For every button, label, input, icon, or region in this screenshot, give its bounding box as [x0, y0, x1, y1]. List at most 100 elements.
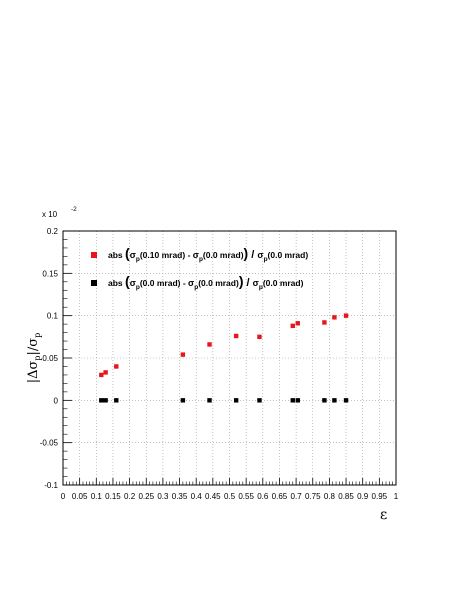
data-point-black [99, 398, 104, 403]
data-point-red [233, 333, 239, 339]
legend-text-part: (0.0 mrad) [203, 250, 244, 260]
y-tick-label: -0.1 [44, 481, 58, 490]
data-point-red [103, 370, 108, 375]
x-tick-label: 0.75 [305, 492, 321, 501]
legend-text-part: σ [130, 250, 136, 260]
x-tick-label: 0.45 [205, 492, 221, 501]
legend-text-part: abs [108, 278, 125, 288]
data-point-red [114, 364, 119, 369]
legend-text-part: (0.0 mrad) [263, 278, 304, 288]
x-tick-label: 0.2 [124, 492, 136, 501]
x-tick-label: 0.3 [157, 492, 169, 501]
legend-text-part: (0.0 mrad) [198, 278, 239, 288]
y-tick-label: 0.1 [47, 312, 59, 321]
grid-layer [63, 231, 396, 485]
x-tick-label: 0 [61, 492, 66, 501]
y-axis-title-sub: p [33, 355, 42, 360]
legend-entry: abs (σp(0.10 mrad) - σp(0.0 mrad)) / σp(… [91, 245, 308, 263]
data-point-black [290, 398, 295, 403]
data-point-black [103, 398, 108, 403]
data-point-red [332, 315, 337, 320]
legend-text-part: ) [239, 273, 244, 289]
legend-text-part: σ [193, 250, 199, 260]
y-multiplier: x 10 [42, 210, 58, 219]
x-tick-label: 0.7 [291, 492, 303, 501]
x-tick-label: 0.85 [338, 492, 354, 501]
y-axis-title-bar-left: |Δσ [26, 361, 41, 384]
legend-text-part: abs [108, 250, 125, 260]
x-tick-label: 0.4 [191, 492, 203, 501]
legend-text-part: / [248, 249, 257, 261]
legend-marker [91, 280, 97, 286]
data-point-black [233, 398, 239, 403]
legend-text-part: (0.10 mrad) [140, 250, 186, 260]
legend-label: abs (σp(0.0 mrad) - σp(0.0 mrad)) / σp(0… [108, 273, 304, 291]
legend-text-part: p [264, 256, 268, 263]
x-tick-label: 0.9 [357, 492, 369, 501]
y-tick-labels: -0.1 -0.05 0 0.05 0.1 0.15 0.2 [40, 227, 59, 490]
y-multiplier-exponent: -2 [71, 206, 77, 213]
x-axis-title: ε [380, 507, 387, 523]
y-axis-title-sub2: p [33, 333, 42, 338]
y-axis-title: |Δσp|/σp [26, 333, 42, 384]
data-point-black [322, 398, 327, 403]
legend-text-part: σ [188, 278, 194, 288]
data-point-black [207, 398, 212, 403]
x-tick-label: 0.1 [91, 492, 103, 501]
ticks-layer [62, 230, 397, 486]
data-point-black [257, 398, 262, 403]
x-tick-label: 0.6 [257, 492, 269, 501]
legend-text-part: p [259, 284, 263, 291]
x-tick-label: 0.5 [224, 492, 236, 501]
y-tick-label: -0.05 [40, 439, 59, 448]
legend-text-part: ( [125, 245, 130, 261]
x-tick-label: 0.95 [372, 492, 388, 501]
data-point-black [332, 398, 337, 403]
x-tick-label: 1 [394, 492, 399, 501]
data-point-black [114, 398, 119, 403]
data-point-red [295, 321, 300, 326]
y-tick-label: 0 [54, 396, 59, 405]
legend-text-part: / [243, 277, 252, 289]
legend-text-part: p [194, 284, 198, 291]
data-point-black [343, 398, 349, 403]
legend-text-part: p [136, 256, 140, 263]
svg-text:|Δσp|/σp: |Δσp|/σp [26, 333, 42, 384]
x-tick-label: 0.8 [324, 492, 336, 501]
data-point-red [322, 320, 327, 325]
data-point-red [257, 334, 262, 340]
legend-text-part: - [180, 278, 188, 288]
legend-text-part: (0.0 mrad) [268, 250, 309, 260]
legend-text-part: (0.0 mrad) [140, 278, 181, 288]
data-point-black [295, 398, 300, 403]
y-tick-label: 0.05 [42, 354, 58, 363]
legend-text-part: σ [257, 250, 263, 260]
x-tick-label: 0.15 [105, 492, 121, 501]
x-tick-label: 0.25 [138, 492, 154, 501]
data-point-red [343, 313, 349, 318]
x-tick-label: 0.35 [172, 492, 188, 501]
legend-text-part: ( [125, 273, 130, 289]
x-tick-label: 0.55 [238, 492, 254, 501]
points-layer [99, 313, 349, 403]
legend-text-part: - [185, 250, 193, 260]
x-tick-labels: 0 0.05 0.1 0.15 0.2 0.25 0.3 0.35 0.4 0.45 0.5 0.55… [61, 492, 399, 501]
data-point-red [180, 352, 186, 357]
y-tick-label: 0.15 [42, 269, 58, 278]
y-tick-label: 0.2 [47, 227, 59, 236]
data-point-red [99, 372, 104, 378]
data-point-red [207, 342, 212, 347]
legend-text-part: σ [253, 278, 259, 288]
legend-text-part: p [199, 256, 203, 263]
x-tick-label: 0.65 [272, 492, 288, 501]
legend-text-part: ) [244, 245, 249, 261]
data-point-red [290, 323, 295, 329]
legend-label: abs (σp(0.10 mrad) - σp(0.0 mrad)) / σp(… [108, 245, 308, 263]
x-tick-label: 0.05 [72, 492, 88, 501]
legend-text-part: σ [130, 278, 136, 288]
legend-marker [91, 252, 97, 258]
y-axis-title-bar-right: |/σ [26, 338, 41, 356]
data-point-black [180, 398, 186, 403]
legend-text-part: p [136, 284, 140, 291]
